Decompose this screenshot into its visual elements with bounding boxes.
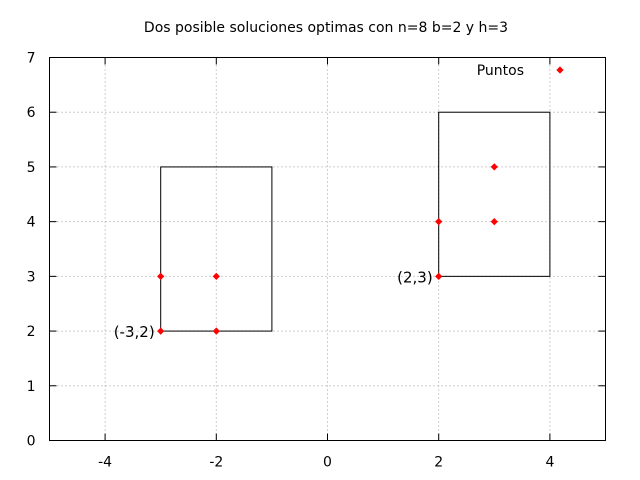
chart-title: Dos posible soluciones optimas con n=8 b…: [144, 20, 508, 36]
data-point: [435, 272, 443, 280]
grid: [49, 57, 606, 441]
data-point: [157, 327, 165, 335]
x-tick-label: 2: [434, 455, 443, 471]
data-points: [157, 163, 498, 335]
annotations: (-3,2) (2,3): [114, 268, 433, 341]
axis-ticks: -4 -2 0 2 4 0 1 2 3 4 5 6 7: [27, 51, 606, 471]
y-tick-label: 5: [27, 160, 36, 176]
x-tick-label: -2: [209, 455, 223, 471]
solution-rectangle: [438, 111, 551, 277]
y-tick-label: 1: [27, 379, 36, 395]
legend-marker: [556, 66, 564, 74]
data-point: [490, 218, 498, 226]
y-tick-label: 3: [27, 269, 36, 285]
point-annotation: (2,3): [397, 268, 433, 286]
data-point: [212, 272, 220, 280]
y-tick-label: 0: [27, 434, 36, 450]
y-tick-label: 6: [27, 105, 36, 121]
legend: Puntos: [477, 63, 564, 79]
data-point: [157, 272, 165, 280]
x-tick-label: -4: [98, 455, 112, 471]
plot-frame: [49, 57, 606, 441]
data-point: [212, 327, 220, 335]
data-point: [435, 218, 443, 226]
point-annotation: (-3,2): [114, 323, 155, 341]
x-tick-label: 0: [323, 455, 332, 471]
data-point: [490, 163, 498, 171]
y-tick-label: 4: [27, 215, 36, 231]
y-tick-label: 7: [27, 51, 36, 67]
x-tick-label: 4: [545, 455, 554, 471]
legend-label: Puntos: [477, 63, 524, 79]
y-tick-label: 2: [27, 324, 36, 340]
